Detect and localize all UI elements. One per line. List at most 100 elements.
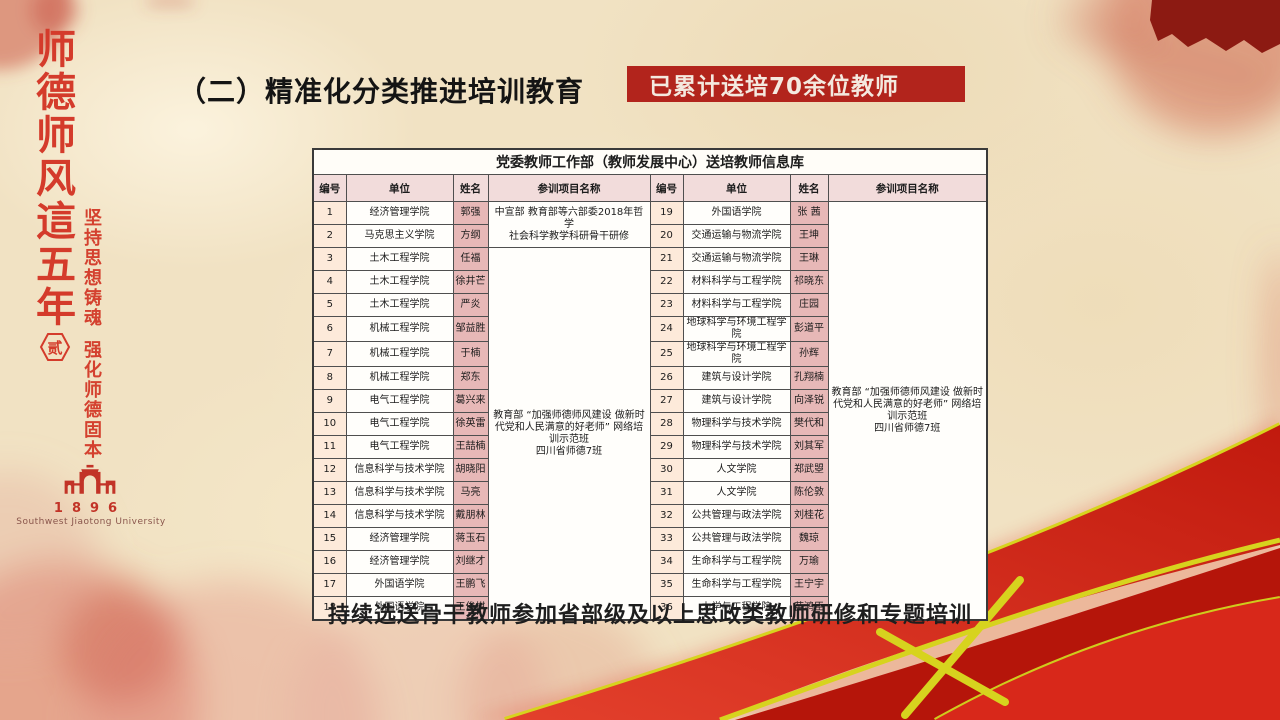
project-cell: 中宣部 教育部等六部委2018年哲学 社会科学教学科研骨干研修 xyxy=(487,201,651,248)
table-cell: 陈伦敦 xyxy=(789,481,829,505)
table-header-row: 编号 单位 姓名 参训项目名称 编号 单位 姓名 参训项目名称 xyxy=(312,174,988,202)
sidebar-slogan-2: 强化师德固本 xyxy=(81,340,102,460)
table-cell: 王宁宇 xyxy=(789,573,829,597)
table-cell: 郑东 xyxy=(452,366,489,390)
table-cell: 19 xyxy=(649,201,684,225)
table-cell: 刘桂花 xyxy=(789,504,829,528)
table-row: 4 土木工程学院 徐井芒 22 材料科学与工程学院 祁晓东 xyxy=(312,270,987,294)
column-header: 参训项目名称 xyxy=(827,174,988,202)
table-cell: 21 xyxy=(649,247,684,271)
table-cell: 机械工程学院 xyxy=(345,366,454,390)
table-cell: 生命科学与工程学院 xyxy=(682,550,791,574)
table-cell: 力学与工程学院 xyxy=(682,596,791,621)
table-cell: 祁晓东 xyxy=(789,270,829,294)
table-cell: 26 xyxy=(649,366,684,390)
table-cell: 人文学院 xyxy=(682,458,791,482)
training-info-table: 党委教师工作部（教师发展中心）送培教师信息库 编号 单位 姓名 参训项目名称 编号 单位姓… xyxy=(312,148,988,621)
table-cell: 机械工程学院 xyxy=(345,341,454,367)
highlight-banner-text: 已累计送培70余位教师 xyxy=(649,74,900,100)
footer-caption: 持续选送骨干教师参加省部级及以上思政类教师研修和专题培训 xyxy=(327,603,972,628)
logo-year: 1896 xyxy=(53,501,127,516)
table-cell: 经济管理学院 xyxy=(345,201,454,225)
table-cell: 材料科学与工程学院 xyxy=(682,270,791,294)
table-cell: 信息科学与技术学院 xyxy=(345,481,454,505)
table-row: 17 外国语学院 王鹏飞 35 生命科学与工程学院 王宁宇 xyxy=(312,573,987,597)
torn-paper-corner xyxy=(1150,0,1280,53)
table-row: 12 信息科学与技术学院 胡晓阳 30 人文学院 郑武曌 xyxy=(312,458,987,482)
table-cell: 葛兴来 xyxy=(452,389,489,413)
table-cell: 马克思主义学院 xyxy=(345,224,454,248)
table-cell: 5 xyxy=(312,293,347,317)
table-cell: 徐井芒 xyxy=(452,270,489,294)
table-cell: 29 xyxy=(649,435,684,459)
table-cell: 33 xyxy=(649,527,684,551)
table-row: 3 土木工程学院 任福 教育部 “加强师德师风建设 做新时代党和人民满意的好老师” 网… xyxy=(312,247,987,621)
table-cell: 28 xyxy=(649,412,684,436)
table-cell: 9 xyxy=(312,389,347,413)
table-row: 16 经济管理学院 刘继才 34 生命科学与工程学院 万瑜 xyxy=(312,550,987,574)
watercolor-wash-top-right xyxy=(1057,0,1280,470)
table-cell: 23 xyxy=(649,293,684,317)
table-cell: 4 xyxy=(312,270,347,294)
university-gate-logo-icon xyxy=(62,464,118,500)
table-cell: 王喆楠 xyxy=(452,435,489,459)
project-cell: 教育部 “加强师德师风建设 做新时代党和人民满意的好老师” 网络培训示范班 四川… xyxy=(827,201,988,621)
project-cell: 教育部 “加强师德师风建设 做新时代党和人民满意的好老师” 网络培训示范班 四川… xyxy=(487,247,651,621)
table-cell: 11 xyxy=(312,435,347,459)
table-cell: 电气工程学院 xyxy=(345,435,454,459)
table-cell: 信息科学与技术学院 xyxy=(345,504,454,528)
table-cell: 31 xyxy=(649,481,684,505)
table-cell: 建筑与设计学院 xyxy=(682,366,791,390)
table-cell: 27 xyxy=(649,389,684,413)
column-header: 姓名 xyxy=(789,174,829,202)
table-body: 1 经济管理学院 郭强 中宣部 教育部等六部委2018年哲学 社会科学教学科研骨干研修… xyxy=(312,201,988,621)
table-row: 6 机械工程学院 邹益胜 24 地球科学与环境工程学院 彭道平 xyxy=(312,316,987,342)
table-cell: 公共管理与政法学院 xyxy=(682,527,791,551)
table-cell: 土木工程学院 xyxy=(345,247,454,271)
table-cell: 地球科学与环境工程学院 xyxy=(682,341,791,367)
table-cell: 邹益胜 xyxy=(452,316,489,342)
table-cell: 刘其军 xyxy=(789,435,829,459)
table-row: 18 外国语学院 王俊棋 36 力学与工程学院 苗鸿臣 xyxy=(312,596,987,621)
sidebar-slogan-1: 坚持思想铸魂 xyxy=(81,208,102,328)
table-cell: 严炎 xyxy=(452,293,489,317)
table-row: 14 信息科学与技术学院 戴朋林 32 公共管理与政法学院 刘桂花 xyxy=(312,504,987,528)
column-header: 单位 xyxy=(682,174,791,202)
table-cell: 17 xyxy=(312,573,347,597)
table-cell: 万瑜 xyxy=(789,550,829,574)
table-cell: 生命科学与工程学院 xyxy=(682,573,791,597)
table-row: 13 信息科学与技术学院 马亮 31 人文学院 陈伦敦 xyxy=(312,481,987,505)
table-cell: 物理科学与技术学院 xyxy=(682,412,791,436)
table-cell: 22 xyxy=(649,270,684,294)
table-title: 党委教师工作部（教师发展中心）送培教师信息库 xyxy=(312,148,988,175)
table-cell: 外国语学院 xyxy=(682,201,791,225)
table-cell: 25 xyxy=(649,341,684,367)
table-cell: 2 xyxy=(312,224,347,248)
table-title-row: 党委教师工作部（教师发展中心）送培教师信息库 xyxy=(312,148,988,175)
logo-university-name: Southwest Jiaotong University xyxy=(16,517,166,527)
table-cell: 交通运输与物流学院 xyxy=(682,224,791,248)
table-cell: 14 xyxy=(312,504,347,528)
table-cell: 13 xyxy=(312,481,347,505)
table-cell: 8 xyxy=(312,366,347,390)
table-cell: 方纲 xyxy=(452,224,489,248)
table-row: 15 经济管理学院 蒋玉石 33 公共管理与政法学院 魏琼 xyxy=(312,527,987,551)
column-header: 编号 xyxy=(649,174,684,202)
table-cell: 20 xyxy=(649,224,684,248)
table-row: 11 电气工程学院 王喆楠 29 物理科学与技术学院 刘其军 xyxy=(312,435,987,459)
table-cell: 外国语学院 xyxy=(345,573,454,597)
table-cell: 经济管理学院 xyxy=(345,527,454,551)
table-cell: 人文学院 xyxy=(682,481,791,505)
table-cell: 6 xyxy=(312,316,347,342)
table-cell: 庄园 xyxy=(789,293,829,317)
table-cell: 30 xyxy=(649,458,684,482)
table-row: 2 马克思主义学院 方纲 20 交通运输与物流学院 王坤 xyxy=(312,224,987,248)
table-cell: 土木工程学院 xyxy=(345,293,454,317)
table-row: 8 机械工程学院 郑东 26 建筑与设计学院 孔翔楠 xyxy=(312,366,987,390)
table-cell: 建筑与设计学院 xyxy=(682,389,791,413)
table-cell: 苗鸿臣 xyxy=(789,596,829,621)
table-cell: 32 xyxy=(649,504,684,528)
table-cell: 地球科学与环境工程学院 xyxy=(682,316,791,342)
table-cell: 物理科学与技术学院 xyxy=(682,435,791,459)
table-cell: 7 xyxy=(312,341,347,367)
